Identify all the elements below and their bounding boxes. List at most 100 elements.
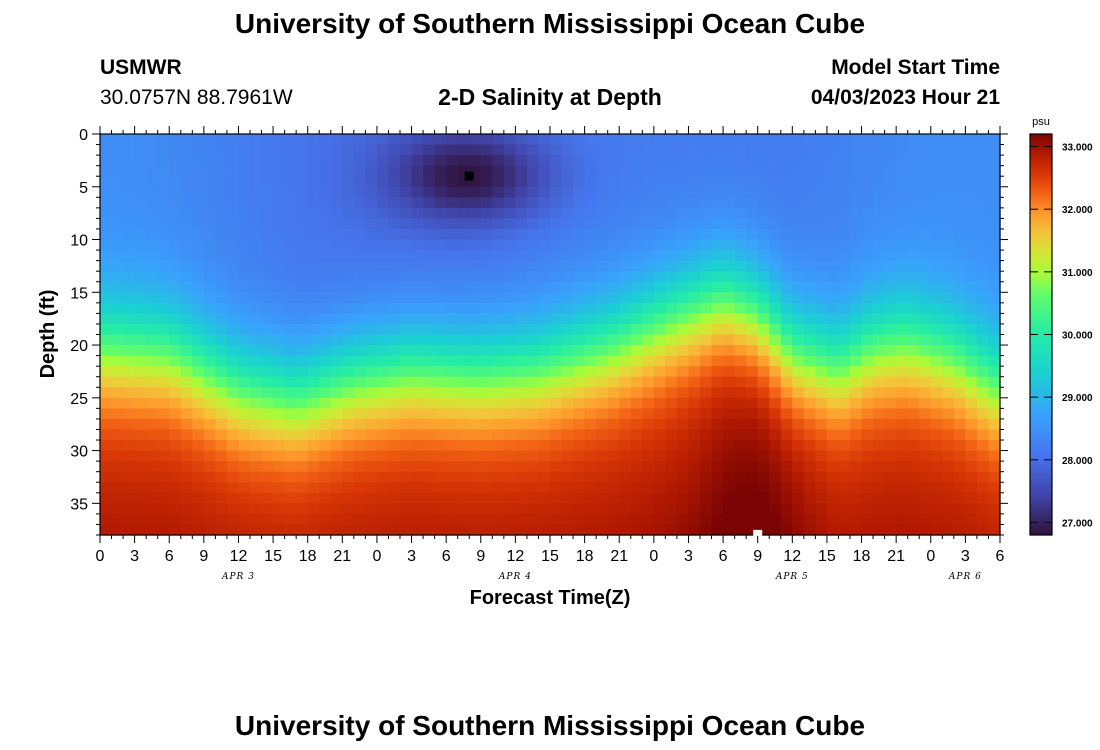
heatmap-cell (250, 355, 263, 367)
heatmap-cell (596, 397, 609, 409)
heatmap-cell (711, 376, 724, 388)
heatmap-cell (526, 134, 540, 146)
heatmap-cell (550, 450, 563, 462)
heatmap-cell (573, 207, 586, 220)
heatmap-cell (423, 260, 436, 272)
heatmap-cell (492, 471, 505, 483)
heatmap-cell (503, 503, 516, 515)
heatmap-cell (700, 144, 713, 156)
heatmap-cell (688, 450, 701, 462)
heatmap-cell (238, 281, 251, 293)
heatmap-cell (700, 250, 713, 262)
heatmap-cell (250, 207, 263, 220)
heatmap-cell (342, 355, 355, 367)
heatmap-cell (169, 492, 182, 504)
heatmap-cell (261, 292, 274, 304)
heatmap-cell (550, 366, 563, 378)
heatmap-cell (596, 440, 609, 452)
heatmap-cell (250, 197, 263, 209)
heatmap-cell (100, 440, 113, 452)
heatmap-cell (469, 302, 482, 314)
heatmap-cell (665, 345, 678, 357)
heatmap-cell (457, 524, 470, 536)
heatmap-cell (688, 440, 701, 452)
y-tick-label: 5 (79, 180, 88, 197)
heatmap-cell (723, 503, 736, 515)
heatmap-cell (769, 176, 782, 188)
heatmap-cell (838, 271, 851, 283)
heatmap-cell (861, 492, 874, 504)
heatmap-cell (988, 450, 1001, 462)
heatmap-cell (550, 176, 563, 188)
heatmap-cell (100, 228, 113, 241)
heatmap-cell (388, 429, 401, 441)
heatmap-cell (273, 345, 286, 357)
heatmap-cell (492, 218, 505, 230)
heatmap-cell (734, 461, 747, 473)
heatmap-cell (538, 334, 551, 346)
x-tick-label: 12 (506, 548, 524, 565)
heatmap-cell (457, 408, 470, 420)
heatmap-cell (619, 176, 632, 188)
heatmap-cell (676, 218, 690, 230)
heatmap-cell (711, 218, 724, 230)
heatmap-cell (907, 376, 920, 388)
heatmap-cell (861, 292, 874, 304)
heatmap-cell (907, 450, 920, 462)
heatmap-cell (330, 524, 343, 536)
heatmap-cell (596, 207, 609, 220)
heatmap-cell (630, 397, 643, 409)
heatmap-cell (780, 323, 793, 336)
heatmap-cell (965, 281, 978, 293)
heatmap-cell (792, 397, 805, 409)
heatmap-cell (503, 524, 516, 536)
heatmap-cell (988, 503, 1001, 515)
y-axis-label: Depth (ft) (37, 290, 59, 379)
heatmap-cell (376, 461, 390, 473)
heatmap-cell (642, 471, 655, 483)
heatmap-cell (953, 482, 966, 494)
heatmap-cell (480, 355, 493, 367)
heatmap-cell (711, 197, 724, 209)
heatmap-cell (792, 366, 805, 378)
heatmap-cell (746, 418, 759, 431)
heatmap-cell (146, 429, 159, 441)
heatmap-cell (688, 239, 701, 251)
heatmap-cell (180, 429, 193, 441)
heatmap-cell (792, 429, 805, 441)
heatmap-cell (307, 250, 320, 262)
heatmap-cell (353, 345, 366, 357)
heatmap-cell (123, 228, 136, 241)
heatmap-cell (550, 387, 563, 399)
heatmap-cell (203, 450, 216, 462)
heatmap-cell (180, 492, 193, 504)
heatmap-cell (988, 366, 1001, 378)
heatmap-cell (838, 387, 851, 399)
heatmap-cell (296, 218, 309, 230)
heatmap-cell (826, 450, 840, 462)
heatmap-cell (146, 397, 159, 409)
heatmap-cell (584, 513, 597, 526)
heatmap-cell (723, 408, 736, 420)
heatmap-cell (273, 397, 286, 409)
heatmap-cell (411, 250, 424, 262)
heatmap-cell (665, 418, 678, 431)
heatmap-cell (792, 503, 805, 515)
heatmap-cell (330, 418, 343, 431)
heatmap-cell (180, 292, 193, 304)
heatmap-cell (630, 492, 643, 504)
heatmap-cell (861, 186, 874, 198)
heatmap-cell (457, 207, 470, 220)
heatmap-cell (550, 250, 563, 262)
heatmap-cell (850, 250, 863, 262)
heatmap-cell (930, 366, 943, 378)
colorbar-unit: psu (1032, 116, 1050, 128)
heatmap-cell (330, 503, 343, 515)
heatmap-cell (965, 271, 978, 283)
heatmap-cell (561, 513, 574, 526)
heatmap-cell (642, 250, 655, 262)
heatmap-cell (619, 482, 632, 494)
heatmap-cell (676, 165, 690, 177)
heatmap-cell (503, 492, 516, 504)
heatmap-cell (330, 387, 343, 399)
